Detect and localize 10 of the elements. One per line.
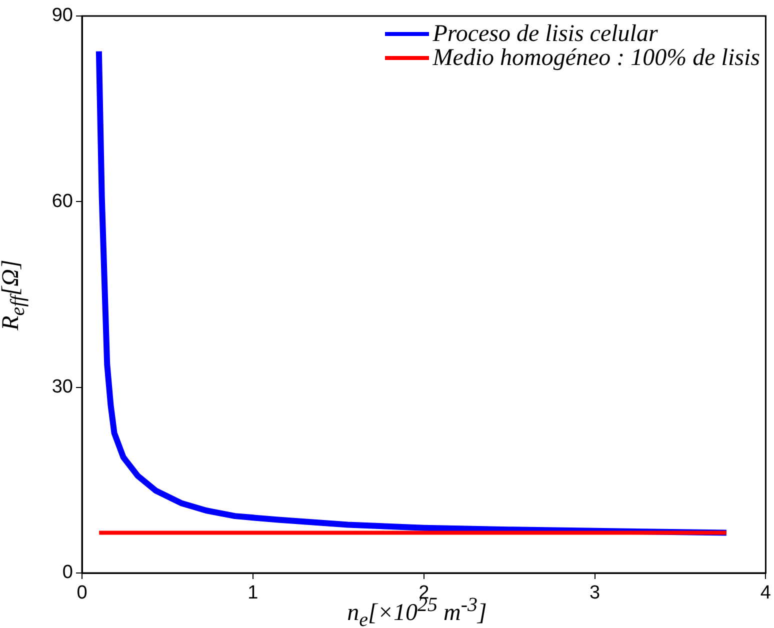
y-tick-label: 0 [62, 562, 73, 584]
y-tick-label: 30 [52, 376, 73, 398]
y-tick-label: 60 [52, 190, 73, 212]
x-tick-label: 1 [248, 582, 258, 604]
x-tick-label: 3 [590, 582, 600, 604]
legend-label: Proceso de lisis celular [432, 21, 658, 47]
legend-label: Medio homogéneo : 100% de lisis [432, 45, 760, 71]
x-tick-label: 0 [76, 582, 88, 604]
x-tick-label: 4 [760, 582, 772, 604]
y-tick-label: 90 [52, 5, 73, 26]
